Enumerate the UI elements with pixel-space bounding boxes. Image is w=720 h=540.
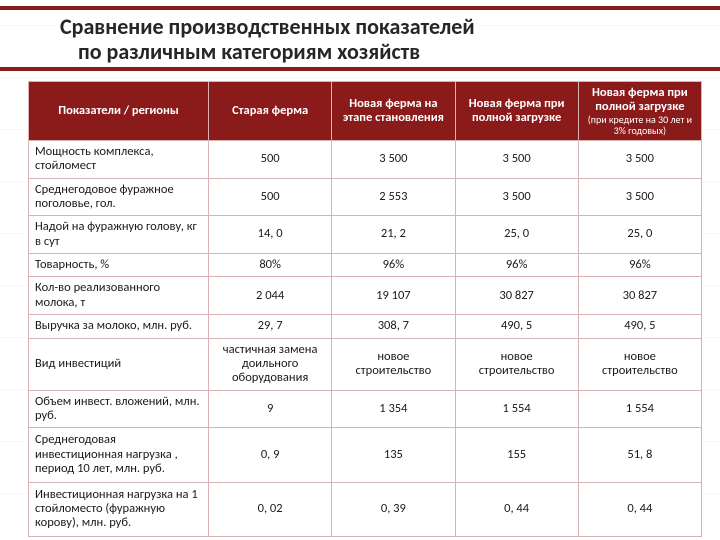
- cell-value: 25, 0: [578, 216, 701, 254]
- row-label: Товарность, %: [29, 254, 209, 277]
- cell-value: 135: [332, 428, 455, 482]
- cell-value: 0, 02: [209, 482, 332, 536]
- title-line-1: Сравнение производственных показателей: [60, 13, 475, 40]
- cell-value: 3 500: [455, 140, 578, 178]
- cell-value: 1 354: [332, 390, 455, 428]
- table-row: Среднегодовая инвестиционная нагрузка , …: [29, 428, 702, 482]
- cell-value: 1 554: [455, 390, 578, 428]
- col-header-new-farm-credit-main: Новая ферма при полной загрузке: [592, 85, 688, 114]
- col-header-new-farm-full: Новая ферма при полной загрузке: [455, 82, 578, 141]
- table-row: Кол-во реализованного молока, т2 04419 1…: [29, 277, 702, 315]
- cell-value: 0, 44: [578, 482, 701, 536]
- table-row: Надой на фуражную голову, кг в сут14, 02…: [29, 216, 702, 254]
- title-top-bar: [0, 6, 720, 10]
- table-row: Объем инвест. вложений, млн. руб.91 3541…: [29, 390, 702, 428]
- col-header-old-farm: Старая ферма: [209, 82, 332, 141]
- row-label: Мощность комплекса, стойломест: [29, 140, 209, 178]
- cell-value: новое строительство: [332, 338, 455, 390]
- cell-value: 3 500: [455, 178, 578, 216]
- col-header-new-farm-stage: Новая ферма на этапе становления: [332, 82, 455, 141]
- cell-value: 0, 39: [332, 482, 455, 536]
- cell-value: 21, 2: [332, 216, 455, 254]
- cell-value: 490, 5: [455, 315, 578, 338]
- col-header-indicators: Показатели / регионы: [29, 82, 209, 141]
- cell-value: 308, 7: [332, 315, 455, 338]
- table-body: Мощность комплекса, стойломест5003 5003 …: [29, 140, 702, 536]
- cell-value: 29, 7: [209, 315, 332, 338]
- cell-value: 96%: [332, 254, 455, 277]
- cell-value: 3 500: [332, 140, 455, 178]
- row-label: Среднегодовое фуражное поголовье, гол.: [29, 178, 209, 216]
- row-label: Инвестиционная нагрузка на 1 стойломесто…: [29, 482, 209, 536]
- cell-value: 19 107: [332, 277, 455, 315]
- cell-value: 490, 5: [578, 315, 701, 338]
- slide-title: Сравнение производственных показателей п…: [0, 10, 720, 67]
- row-label: Кол-во реализованного молока, т: [29, 277, 209, 315]
- cell-value: 51, 8: [578, 428, 701, 482]
- table-row: Вид инвестицийчастичная замена доильного…: [29, 338, 702, 390]
- table-row: Выручка за молоко, млн. руб.29, 7308, 74…: [29, 315, 702, 338]
- row-label: Объем инвест. вложений, млн. руб.: [29, 390, 209, 428]
- table-row: Инвестиционная нагрузка на 1 стойломесто…: [29, 482, 702, 536]
- title-bottom-bar: [0, 67, 720, 71]
- cell-value: 1 554: [578, 390, 701, 428]
- row-label: Среднегодовая инвестиционная нагрузка , …: [29, 428, 209, 482]
- cell-value: 500: [209, 178, 332, 216]
- table-row: Товарность, %80%96%96%96%: [29, 254, 702, 277]
- cell-value: 96%: [455, 254, 578, 277]
- cell-value: 0, 9: [209, 428, 332, 482]
- cell-value: 3 500: [578, 140, 701, 178]
- cell-value: 30 827: [578, 277, 701, 315]
- table-header-row: Показатели / регионы Старая ферма Новая …: [29, 82, 702, 141]
- comparison-table-wrap: Показатели / регионы Старая ферма Новая …: [0, 75, 720, 536]
- cell-value: 9: [209, 390, 332, 428]
- cell-value: 0, 44: [455, 482, 578, 536]
- cell-value: 3 500: [578, 178, 701, 216]
- comparison-table: Показатели / регионы Старая ферма Новая …: [28, 81, 702, 536]
- cell-value: 155: [455, 428, 578, 482]
- cell-value: 500: [209, 140, 332, 178]
- cell-value: частичная замена доильного оборудования: [209, 338, 332, 390]
- title-line-2: по различным категориям хозяйств: [60, 38, 420, 65]
- title-block: Сравнение производственных показателей п…: [0, 0, 720, 75]
- cell-value: 2 044: [209, 277, 332, 315]
- cell-value: 96%: [578, 254, 701, 277]
- cell-value: новое строительство: [455, 338, 578, 390]
- row-label: Вид инвестиций: [29, 338, 209, 390]
- cell-value: 30 827: [455, 277, 578, 315]
- cell-value: новое строительство: [578, 338, 701, 390]
- row-label: Надой на фуражную голову, кг в сут: [29, 216, 209, 254]
- row-label: Выручка за молоко, млн. руб.: [29, 315, 209, 338]
- cell-value: 25, 0: [455, 216, 578, 254]
- col-header-new-farm-credit: Новая ферма при полной загрузке (при кре…: [578, 82, 701, 141]
- cell-value: 14, 0: [209, 216, 332, 254]
- col-header-new-farm-credit-sub: (при кредите на 30 лет и 3% годовых): [583, 114, 697, 136]
- cell-value: 2 553: [332, 178, 455, 216]
- table-row: Мощность комплекса, стойломест5003 5003 …: [29, 140, 702, 178]
- table-row: Среднегодовое фуражное поголовье, гол.50…: [29, 178, 702, 216]
- cell-value: 80%: [209, 254, 332, 277]
